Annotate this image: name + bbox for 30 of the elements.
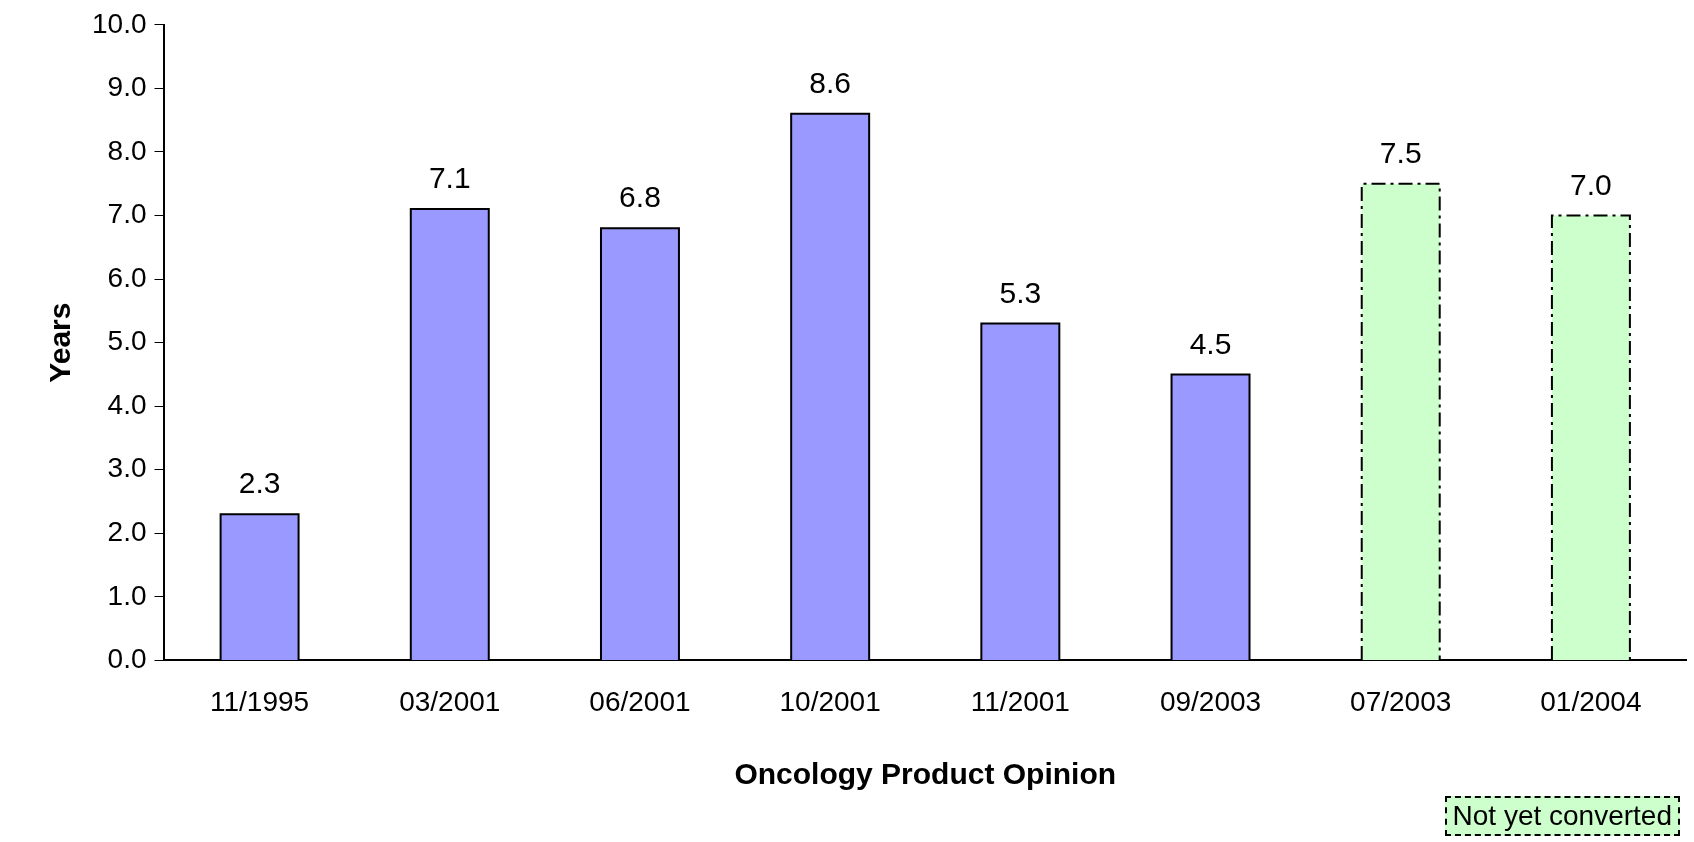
data-label: 7.5: [1379, 135, 1422, 169]
y-tick-label: 6.0: [107, 261, 147, 293]
y-tick-label: 10.0: [92, 7, 147, 39]
x-tick-label: 07/2003: [1350, 685, 1452, 717]
x-tick-label: 11/2001: [970, 685, 1070, 717]
y-tick-label: 3.0: [107, 452, 147, 484]
y-tick-label: 2.0: [107, 516, 147, 547]
y-tick-label: 1.0: [107, 579, 147, 611]
y-tick-label: 9.0: [107, 71, 147, 103]
x-tick-label: 03/2001: [399, 685, 501, 717]
data-label: 4.5: [1189, 326, 1232, 360]
y-axis-title: Years: [43, 302, 77, 383]
data-label: 2.3: [238, 466, 281, 500]
data-label: 8.6: [809, 66, 852, 100]
y-tick-label: 8.0: [107, 134, 147, 166]
text: Not yet converted: [1444, 796, 1680, 836]
y-tick-label: 5.0: [107, 325, 147, 357]
y-tick-label: 7.0: [107, 198, 147, 230]
x-axis-title: Oncology Product Opinion: [734, 757, 1117, 791]
data-label: 5.3: [999, 275, 1042, 309]
x-tick-label: 10/2001: [779, 685, 881, 717]
x-tick-label: 01/2004: [1540, 685, 1642, 717]
x-tick-label: 11/1995: [210, 685, 310, 717]
y-tick-label: 0.0: [107, 643, 147, 675]
data-label: 6.8: [619, 180, 661, 214]
data-label: 7.1: [428, 161, 471, 195]
x-tick-label: 09/2003: [1159, 685, 1262, 717]
x-tick-label: 06/2001: [589, 685, 691, 717]
y-tick-label: 4.0: [107, 388, 147, 420]
data-label: 7.0: [1570, 167, 1612, 201]
